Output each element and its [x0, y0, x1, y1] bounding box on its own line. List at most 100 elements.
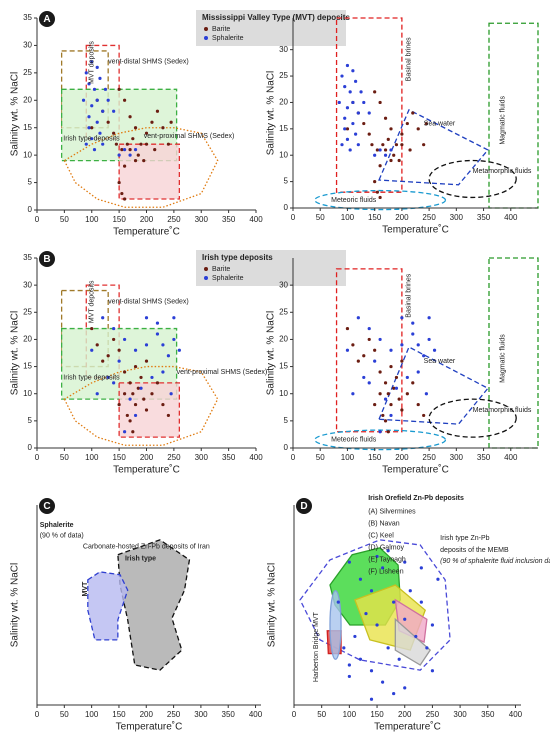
point: [87, 126, 91, 130]
point: [356, 359, 360, 363]
point: [144, 359, 149, 363]
point: [416, 127, 420, 131]
point: [400, 408, 404, 412]
annotation: Irish type: [125, 556, 156, 563]
point: [354, 132, 358, 136]
point: [95, 343, 99, 347]
point: [342, 646, 346, 650]
y-tick-label: 25: [279, 307, 288, 316]
y-tick-label: 0: [28, 205, 33, 214]
point: [367, 326, 371, 331]
point: [364, 611, 368, 616]
point: [117, 180, 121, 185]
point: [359, 90, 363, 94]
point: [166, 413, 170, 418]
point: [90, 60, 94, 64]
point: [422, 413, 426, 418]
y-tick-label: 10: [279, 150, 288, 159]
point: [144, 131, 149, 135]
legend-swatch: [204, 276, 208, 280]
x-tick-label: 0: [35, 453, 40, 462]
y-tick-label: 10: [23, 150, 32, 159]
point: [133, 413, 138, 418]
point: [117, 87, 121, 91]
point: [405, 121, 409, 126]
point: [106, 354, 110, 358]
region: [314, 429, 447, 451]
point: [392, 386, 396, 390]
point: [386, 430, 390, 434]
point: [430, 623, 435, 627]
point: [436, 577, 440, 581]
annotation: Harberton Bridge MVT: [313, 611, 320, 682]
y-tick-label: 35: [23, 13, 32, 22]
point: [133, 159, 138, 163]
point: [172, 337, 176, 342]
y-tick-label: 10: [279, 389, 288, 398]
point: [405, 375, 409, 380]
point: [389, 148, 393, 152]
point: [397, 158, 401, 163]
annotation: Carbonate-hosted Zn-Pb deposits of Iran: [83, 544, 210, 551]
region: [63, 127, 219, 208]
x-tick-label: 350: [222, 710, 236, 719]
point: [358, 577, 363, 581]
x-axis-title: Temperature˚C: [382, 224, 449, 236]
point: [373, 153, 377, 157]
y-tick-label: 30: [23, 41, 32, 50]
annotation: vent-distal SHMS (Sedex): [108, 298, 189, 305]
point: [369, 589, 374, 593]
point: [161, 126, 165, 130]
point: [161, 402, 165, 407]
point: [337, 100, 341, 105]
point: [373, 359, 377, 363]
y-tick-label: 5: [28, 178, 33, 187]
point: [169, 120, 173, 124]
point: [95, 392, 99, 396]
point: [427, 337, 431, 342]
point: [356, 111, 360, 115]
point: [389, 402, 393, 407]
point: [397, 657, 401, 661]
annotation: (C) Keel: [368, 533, 394, 540]
x-tick-label: 250: [426, 710, 440, 719]
point: [87, 115, 91, 119]
x-tick-label: 200: [395, 213, 409, 222]
point: [101, 359, 105, 363]
point: [155, 381, 160, 385]
point: [386, 549, 390, 553]
y-axis-title: Salinity wt. % NaCl: [10, 311, 21, 395]
point: [358, 657, 363, 661]
x-tick-label: 0: [292, 710, 297, 719]
point: [128, 381, 132, 385]
annotation: Irish type deposits: [63, 136, 120, 143]
point: [378, 195, 382, 200]
point: [381, 143, 385, 147]
panel-letter: C: [43, 501, 50, 512]
x-tick-label: 100: [343, 710, 357, 719]
point: [166, 354, 170, 358]
point: [373, 90, 377, 94]
point: [408, 589, 412, 593]
point: [351, 343, 355, 347]
x-tick-label: 300: [195, 453, 209, 462]
point: [386, 392, 390, 396]
y-tick-label: 5: [284, 177, 289, 186]
y-tick-label: 0: [284, 443, 289, 452]
point: [419, 600, 423, 604]
y-axis-title: Salinity wt. % NaCl: [266, 311, 277, 395]
point: [92, 87, 97, 91]
x-tick-label: 200: [398, 710, 412, 719]
point: [424, 121, 428, 126]
point: [84, 71, 88, 75]
point: [125, 142, 129, 146]
y-tick-label: 15: [279, 362, 288, 371]
point: [416, 402, 420, 407]
point: [378, 148, 382, 152]
point: [343, 116, 347, 120]
point: [351, 392, 355, 396]
point: [400, 316, 404, 320]
point: [348, 90, 352, 94]
annotation: (B) Navan: [368, 521, 400, 528]
